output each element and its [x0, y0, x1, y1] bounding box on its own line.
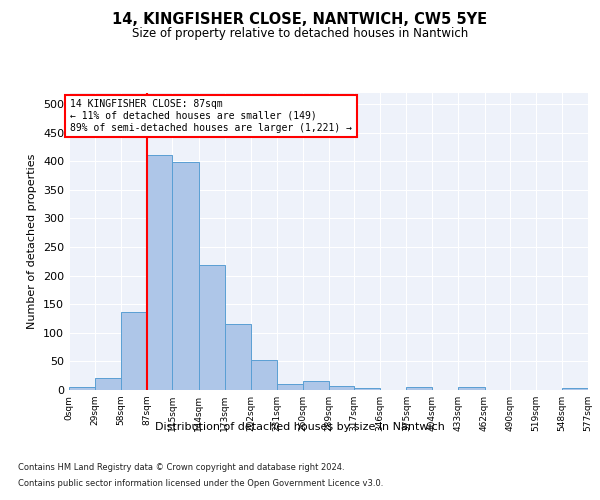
Bar [562, 388, 588, 390]
Bar [329, 386, 354, 390]
Bar [95, 378, 121, 390]
Bar [224, 324, 251, 390]
Bar [277, 384, 303, 390]
Text: Contains HM Land Registry data © Crown copyright and database right 2024.: Contains HM Land Registry data © Crown c… [18, 462, 344, 471]
Bar [199, 266, 224, 390]
Bar [147, 156, 172, 390]
Text: Size of property relative to detached houses in Nantwich: Size of property relative to detached ho… [132, 26, 468, 40]
Text: 14 KINGFISHER CLOSE: 87sqm
← 11% of detached houses are smaller (149)
89% of sem: 14 KINGFISHER CLOSE: 87sqm ← 11% of deta… [70, 100, 352, 132]
Text: Distribution of detached houses by size in Nantwich: Distribution of detached houses by size … [155, 422, 445, 432]
Bar [172, 162, 199, 390]
Bar [121, 312, 147, 390]
Bar [406, 387, 433, 390]
Bar [69, 387, 95, 390]
Text: Contains public sector information licensed under the Open Government Licence v3: Contains public sector information licen… [18, 479, 383, 488]
Bar [458, 387, 485, 390]
Y-axis label: Number of detached properties: Number of detached properties [28, 154, 37, 329]
Bar [251, 360, 277, 390]
Text: 14, KINGFISHER CLOSE, NANTWICH, CW5 5YE: 14, KINGFISHER CLOSE, NANTWICH, CW5 5YE [112, 12, 488, 28]
Bar [303, 382, 329, 390]
Bar [354, 388, 380, 390]
